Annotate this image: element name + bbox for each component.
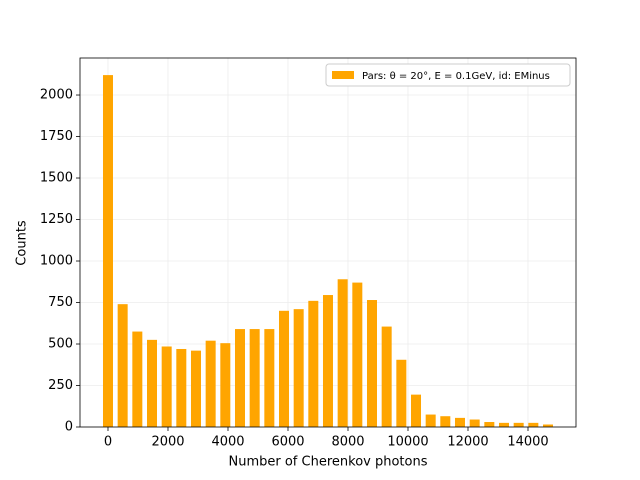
x-tick-label: 0 (104, 435, 112, 450)
y-axis-label: Counts (15, 220, 30, 266)
y-tick-label: 1250 (40, 212, 73, 227)
bar (454, 417, 465, 427)
legend-swatch (332, 71, 354, 79)
bar (411, 394, 422, 427)
bar (264, 329, 275, 427)
y-tick-label: 750 (48, 295, 73, 310)
bar (190, 350, 201, 427)
bar (543, 424, 554, 427)
bar (337, 279, 348, 427)
bar (322, 295, 333, 427)
y-tick-label: 0 (65, 420, 73, 435)
plot-frame (79, 57, 577, 428)
y-tick-label: 2000 (40, 88, 73, 103)
bar (234, 329, 245, 427)
x-tick-label: 8000 (331, 435, 364, 450)
bar (308, 300, 319, 427)
x-tick-label: 4000 (211, 435, 244, 450)
bar (132, 331, 143, 427)
x-tick-label: 2000 (151, 435, 184, 450)
bar (469, 419, 480, 427)
y-tick-label: 1750 (40, 129, 73, 144)
x-axis-label: Number of Cherenkov photons (229, 455, 428, 470)
bar (205, 340, 216, 427)
x-tick-label: 10000 (387, 435, 428, 450)
y-tick-label: 500 (48, 337, 73, 352)
bar (440, 416, 451, 427)
y-tick-label: 1500 (40, 171, 73, 186)
y-tick-label: 1000 (40, 254, 73, 269)
bar (117, 304, 128, 427)
bar (528, 422, 539, 427)
legend-box (325, 63, 571, 87)
bar (513, 422, 524, 427)
bar (396, 359, 407, 427)
legend-label: Pars: θ = 20°, E = 0.1GeV, id: EMinus (362, 71, 550, 82)
bar (147, 339, 158, 427)
y-tick-label: 250 (48, 378, 73, 393)
bar (352, 282, 363, 427)
bar (161, 346, 172, 427)
bar (381, 326, 392, 427)
bar (249, 329, 260, 427)
x-tick-label: 14000 (507, 435, 548, 450)
x-tick-label: 12000 (447, 435, 488, 450)
bar (220, 343, 231, 427)
bar (102, 75, 113, 427)
bar (366, 300, 377, 427)
x-tick-label: 6000 (271, 435, 304, 450)
bar (176, 348, 187, 427)
bar (484, 422, 495, 427)
bar (293, 309, 304, 427)
bar (425, 414, 436, 427)
bar (279, 310, 290, 427)
bar (498, 422, 509, 427)
